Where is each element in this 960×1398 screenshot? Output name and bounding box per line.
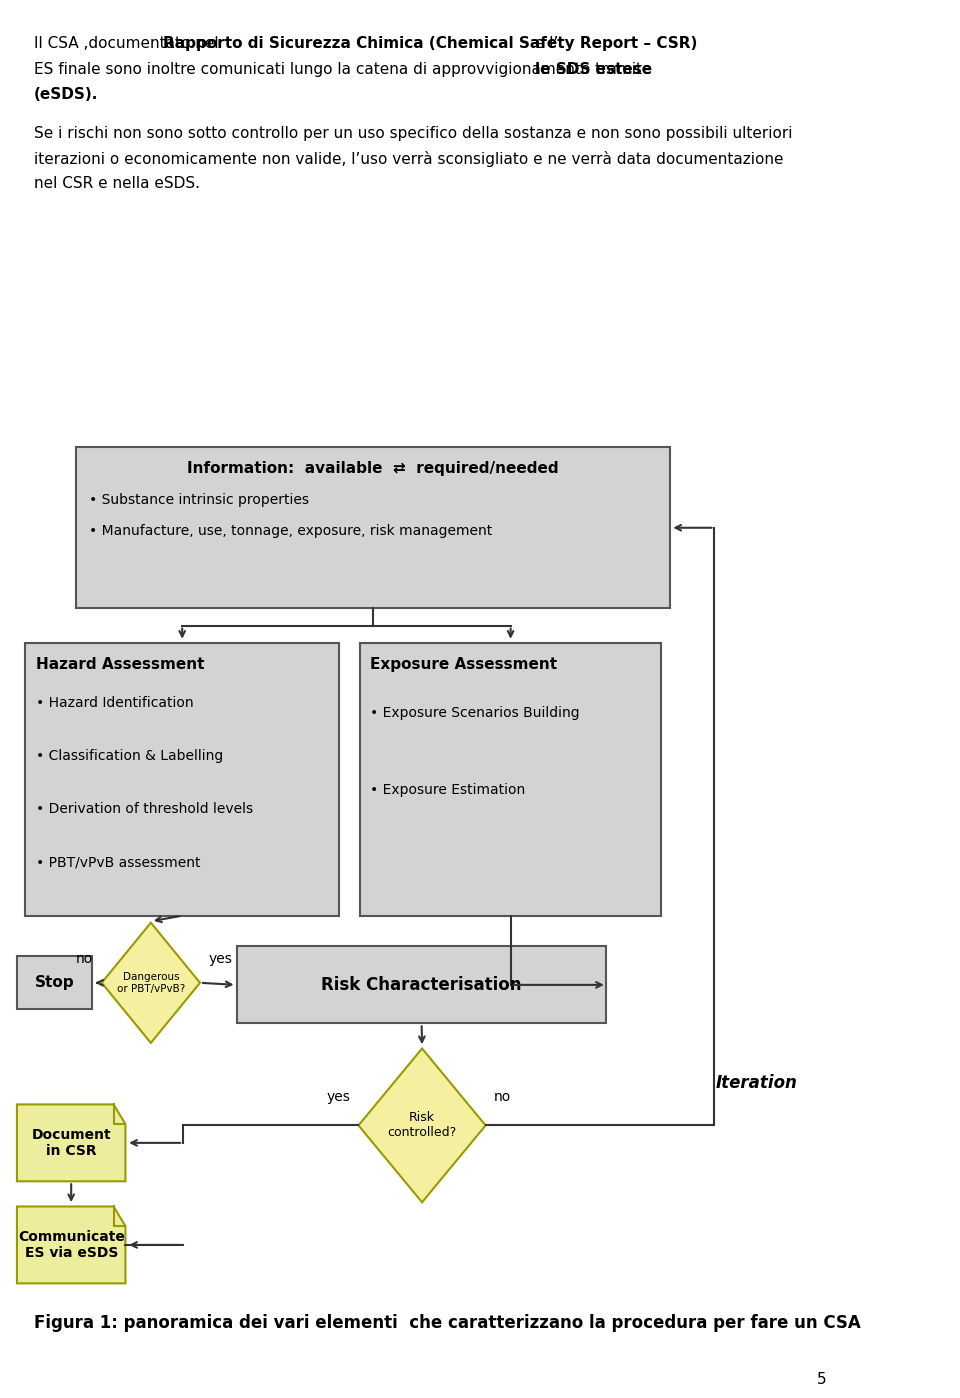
- Polygon shape: [17, 1206, 126, 1283]
- Text: e l’: e l’: [530, 36, 558, 52]
- Polygon shape: [102, 923, 200, 1043]
- Text: Il CSA ,documentato nel: Il CSA ,documentato nel: [34, 36, 224, 52]
- FancyBboxPatch shape: [237, 946, 606, 1023]
- Text: Dangerous
or PBT/vPvB?: Dangerous or PBT/vPvB?: [117, 972, 185, 994]
- Text: • Exposure Estimation: • Exposure Estimation: [371, 783, 526, 797]
- Text: Document
in CSR: Document in CSR: [32, 1128, 111, 1158]
- Text: 5: 5: [817, 1371, 827, 1387]
- FancyBboxPatch shape: [25, 643, 339, 916]
- Text: Risk
controlled?: Risk controlled?: [388, 1111, 457, 1139]
- Text: no: no: [76, 952, 93, 966]
- Polygon shape: [17, 1104, 126, 1181]
- Text: • Exposure Scenarios Building: • Exposure Scenarios Building: [371, 706, 580, 720]
- Text: Se i rischi non sono sotto controllo per un uso specifico della sostanza e non s: Se i rischi non sono sotto controllo per…: [34, 126, 792, 141]
- Text: • Hazard Identification: • Hazard Identification: [36, 696, 193, 710]
- Text: Rapporto di Sicurezza Chimica (Chemical Safety Report – CSR): Rapporto di Sicurezza Chimica (Chemical …: [162, 36, 697, 52]
- Polygon shape: [358, 1048, 486, 1202]
- Text: Stop: Stop: [35, 976, 74, 990]
- Text: • Derivation of threshold levels: • Derivation of threshold levels: [36, 802, 252, 816]
- Text: • PBT/vPvB assessment: • PBT/vPvB assessment: [36, 856, 200, 870]
- FancyBboxPatch shape: [76, 447, 669, 608]
- Text: Information:  available  ⇄  required/needed: Information: available ⇄ required/needed: [187, 461, 559, 477]
- Text: • Manufacture, use, tonnage, exposure, risk management: • Manufacture, use, tonnage, exposure, r…: [89, 524, 492, 538]
- Text: yes: yes: [326, 1090, 350, 1104]
- Text: Exposure Assessment: Exposure Assessment: [371, 657, 558, 672]
- Text: no: no: [494, 1090, 512, 1104]
- FancyBboxPatch shape: [360, 643, 661, 916]
- Text: yes: yes: [208, 952, 232, 966]
- Text: (eSDS).: (eSDS).: [34, 87, 98, 102]
- Text: nel CSR e nella eSDS.: nel CSR e nella eSDS.: [34, 176, 200, 192]
- Text: Hazard Assessment: Hazard Assessment: [36, 657, 204, 672]
- Text: Communicate
ES via eSDS: Communicate ES via eSDS: [17, 1230, 125, 1260]
- FancyBboxPatch shape: [17, 956, 91, 1009]
- Text: ES finale sono inoltre comunicati lungo la catena di approvvigionamento tramite: ES finale sono inoltre comunicati lungo …: [34, 62, 657, 77]
- Text: Risk Characterisation: Risk Characterisation: [322, 976, 522, 994]
- Text: • Classification & Labelling: • Classification & Labelling: [36, 749, 223, 763]
- Text: le SDS estese: le SDS estese: [535, 62, 652, 77]
- Text: Iteration: Iteration: [716, 1075, 798, 1092]
- Text: • Substance intrinsic properties: • Substance intrinsic properties: [89, 493, 309, 507]
- Text: Figura 1: panoramica dei vari elementi  che caratterizzano la procedura per fare: Figura 1: panoramica dei vari elementi c…: [34, 1314, 861, 1332]
- Text: iterazioni o economicamente non valide, l’uso verrà sconsigliato e ne verrà data: iterazioni o economicamente non valide, …: [34, 151, 783, 166]
